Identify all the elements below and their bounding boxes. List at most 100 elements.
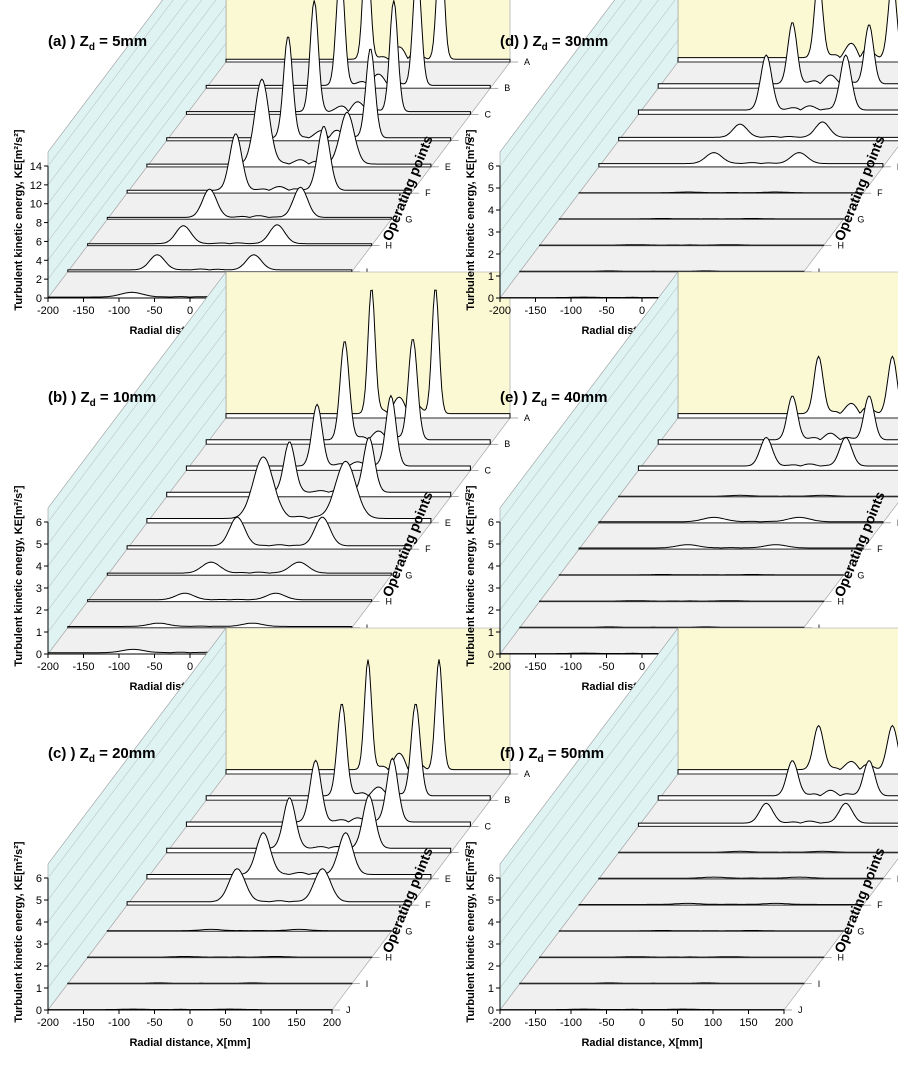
z-tick-label: H: [838, 597, 845, 607]
y-tick-label: 5: [488, 183, 494, 195]
z-tick-label: E: [445, 518, 451, 528]
x-tick-label: -150: [524, 661, 546, 673]
z-tick-label: D: [465, 492, 472, 502]
y-tick-label: 0: [488, 293, 494, 305]
y-tick-label: 2: [488, 961, 494, 973]
profile-C: [637, 436, 898, 471]
x-axis-title: Radial distance, X[mm]: [581, 1037, 702, 1049]
y-tick-label: 1: [488, 271, 494, 283]
y-tick-label: 0: [36, 1005, 42, 1017]
profile-D: [166, 36, 452, 142]
side-grid-line: [499, 0, 643, 189]
profile-E: [598, 876, 884, 880]
profile-E: [598, 152, 884, 168]
profile-E: [598, 516, 884, 524]
z-value: 30mm: [565, 33, 608, 50]
z-tick-label: G: [857, 214, 864, 224]
z-tick-label: E: [897, 518, 898, 528]
z-tick-label: E: [897, 874, 898, 884]
y-tick-label: 3: [488, 939, 494, 951]
x-tick-label: -150: [72, 1017, 94, 1029]
side-grid-line: [47, 0, 174, 167]
z-tick-label: D: [465, 136, 472, 146]
side-grid-line: [47, 751, 227, 989]
profile-D: [618, 850, 898, 854]
x-axis-title: Radial distance, X[mm]: [129, 1037, 250, 1049]
y-tick-label: 2: [488, 605, 494, 617]
side-grid-line: [499, 307, 679, 545]
side-grid-line: [499, 39, 679, 277]
side-grid-line: [499, 773, 679, 1011]
x-tick-label: 0: [187, 661, 193, 673]
panel-title: (f) ) Zd = 50mm: [500, 745, 604, 765]
z-subscript: d: [542, 42, 548, 53]
panel-5: ABCDEFGHIJ0123456-200-150-100-5005010015…: [465, 271, 898, 693]
side-grid-line: [47, 0, 188, 186]
profile-C: [637, 54, 898, 115]
side-grid-line: [499, 329, 679, 567]
side-grid-line: [499, 707, 679, 945]
side-grid-line: [499, 285, 679, 523]
profile-C: [637, 802, 898, 827]
z-tick-label: B: [504, 439, 510, 449]
x-tick-label: -100: [108, 1017, 130, 1029]
y-tick-label: 6: [488, 873, 494, 885]
profile-E: [146, 78, 432, 168]
profile-I: [67, 622, 353, 629]
z-tick-label: A: [524, 57, 530, 67]
x-tick-label: 0: [639, 661, 645, 673]
z-tick-label: E: [445, 874, 451, 884]
y-axis-title: Turbulent kinetic energy, KE[m²/s²]: [465, 485, 477, 666]
side-grid-line: [499, 61, 679, 299]
y-tick-label: 6: [488, 517, 494, 529]
z-symbol: Z: [532, 33, 541, 50]
equals-sign: =: [95, 745, 112, 762]
z-tick-label: E: [445, 162, 451, 172]
profile-D: [618, 121, 898, 142]
z-subscript: d: [89, 42, 95, 53]
profile-B: [205, 339, 491, 445]
equals-sign: =: [96, 389, 113, 406]
x-tick-label: 200: [323, 1017, 341, 1029]
profile-F: [578, 902, 864, 906]
panel-4: ABCDEFGHIJ0123456-200-150-100-5005010015…: [465, 0, 898, 337]
profile-H: [87, 592, 373, 603]
z-tick-label: F: [425, 544, 431, 554]
z-value: 40mm: [564, 389, 607, 406]
side-grid-line: [47, 685, 227, 923]
profile-A: [225, 0, 511, 63]
y-tick-label: 4: [36, 561, 42, 573]
panel-6: ABCDEFGHIJ0123456-200-150-100-5005010015…: [465, 627, 898, 1049]
side-grid-line: [47, 773, 227, 1011]
z-tick-label: B: [504, 795, 510, 805]
y-tick-label: 0: [36, 649, 42, 661]
panel-label: (b) ): [48, 389, 80, 406]
profile-B: [657, 22, 898, 89]
panel-title: (a) ) Zd = 5mm: [48, 33, 147, 53]
y-tick-label: 4: [36, 255, 42, 267]
x-tick-label: -150: [524, 305, 546, 317]
side-grid-line: [47, 5, 227, 242]
z-value: 50mm: [561, 745, 604, 762]
x-tick-label: 150: [739, 1017, 757, 1029]
x-tick-label: -200: [37, 305, 59, 317]
z-subscript: d: [538, 754, 544, 765]
x-tick-label: 0: [639, 1017, 645, 1029]
x-tick-label: -50: [147, 1017, 163, 1029]
y-tick-label: 10: [30, 199, 42, 211]
y-tick-label: 6: [36, 873, 42, 885]
x-tick-label: -100: [108, 661, 130, 673]
side-grid-line: [47, 707, 227, 945]
z-value: 5mm: [112, 33, 147, 50]
panel-label: (d) ): [500, 33, 532, 50]
y-tick-label: 1: [36, 627, 42, 639]
x-tick-label: -100: [560, 661, 582, 673]
profile-A: [677, 724, 898, 775]
panel-2: ABCDEFGHIJ0123456-200-150-100-5005010015…: [13, 271, 530, 693]
y-tick-label: 4: [488, 917, 494, 929]
z-symbol: Z: [80, 745, 89, 762]
side-grid-line: [47, 729, 227, 967]
